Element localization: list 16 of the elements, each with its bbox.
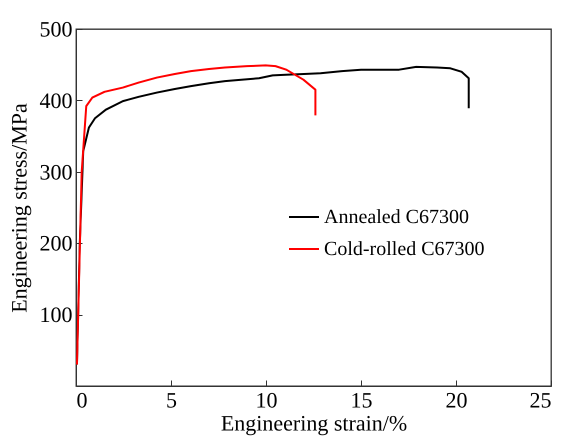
x-tick-label: 10	[256, 388, 278, 412]
y-tick-label: 300	[40, 159, 72, 184]
x-tick-label: 5	[166, 388, 177, 412]
y-tick-label: 100	[40, 302, 72, 328]
x-tick-label: 20	[446, 388, 468, 412]
line-series	[76, 64, 316, 366]
legend-label: Cold-rolled C67300	[324, 238, 485, 260]
x-tick-label: 0	[76, 388, 88, 412]
y-tick-label: 200	[40, 230, 72, 256]
x-tick-label: 15	[350, 388, 372, 412]
x-axis-title: Engineering strain/%	[220, 410, 408, 436]
y-tick-label: 400	[40, 88, 72, 113]
legend-label: Annealed C67300	[324, 206, 469, 228]
y-tick-label: 500	[40, 16, 72, 42]
x-tick-label: 25	[530, 388, 552, 412]
y-axis-title: Engineering stress/MPa	[6, 102, 32, 313]
